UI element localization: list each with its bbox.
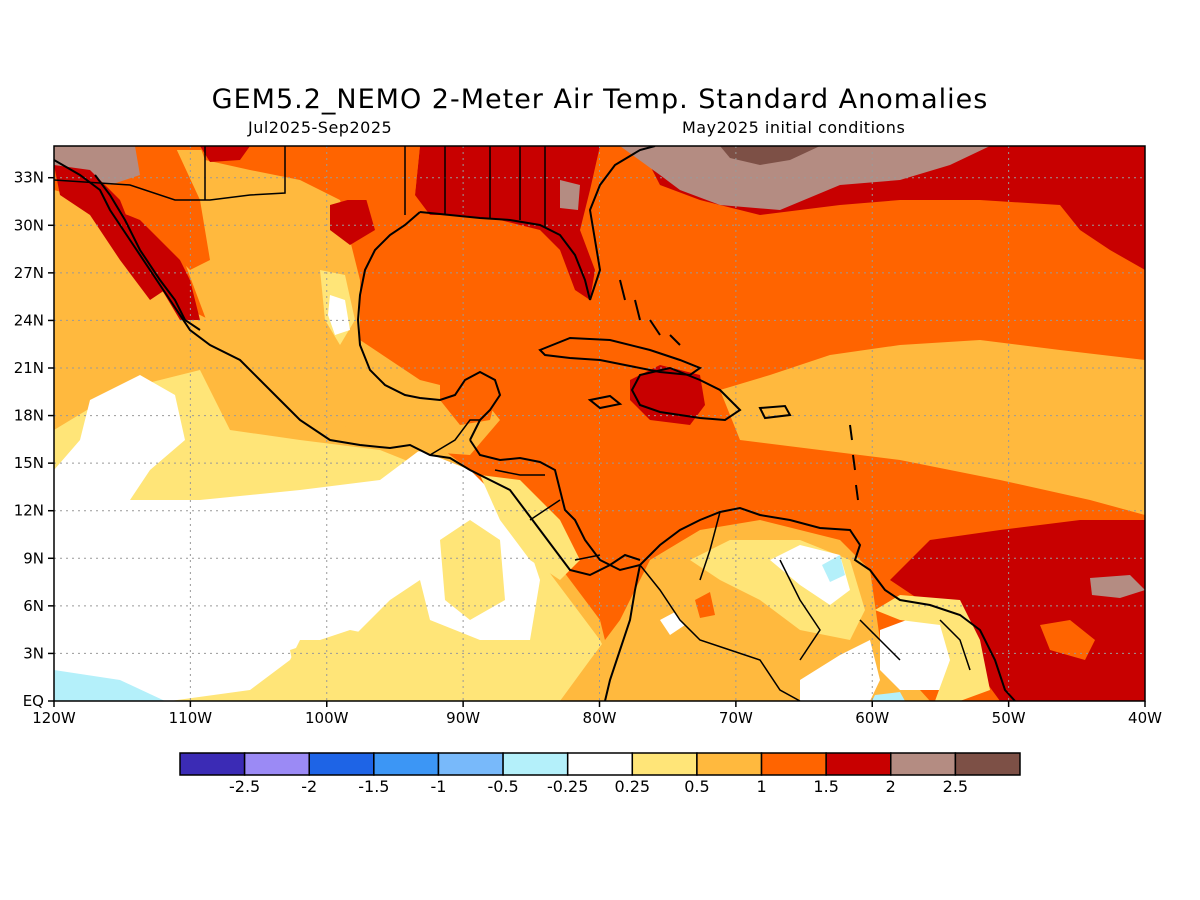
colorbar-label: -1 — [430, 777, 446, 796]
longitude-axis: 120W 110W 100W 90W 80W 70W 60W 50W 40W — [32, 701, 1162, 727]
lon-tick-label: 110W — [169, 709, 213, 727]
colorbar-label: -2.5 — [229, 777, 260, 796]
field-pacific-white — [54, 375, 540, 701]
colorbar-label: -0.25 — [547, 777, 588, 796]
lat-tick-label: 33N — [14, 169, 44, 187]
coast-south-america-pacific — [604, 564, 641, 701]
colorbar-label: 2.5 — [943, 777, 968, 796]
colorbar: -2.5 -2 -1.5 -1 -0.5 -0.25 0.25 0.5 1 1.5 2 2.5 — [179, 752, 1021, 796]
grid-lines — [54, 146, 1145, 701]
map-title: GEM5.2_NEMO 2-Meter Air Temp. Standard A… — [211, 84, 989, 115]
lon-tick-label: 40W — [1128, 709, 1162, 727]
lon-tick-label: 70W — [719, 709, 753, 727]
colorbar-label: 1 — [756, 777, 766, 796]
colorbar-swatch-12 — [954, 752, 1021, 776]
lat-tick-label: 12N — [14, 502, 44, 520]
field-southeast-us-red — [415, 146, 600, 300]
field-west-baja-red — [54, 165, 165, 300]
lon-tick-label: 60W — [855, 709, 889, 727]
border-us-mexico — [54, 146, 286, 201]
field-arizona-orange — [200, 146, 420, 200]
field-atlantic-orange-patch — [1040, 620, 1095, 660]
coast-us-atlantic — [588, 146, 656, 301]
coast-gulf-north — [419, 211, 591, 301]
field-nw-brown — [54, 146, 140, 185]
initial-conditions: May2025 initial conditions — [682, 118, 906, 137]
colorbar-swatch-7 — [631, 752, 698, 776]
field-yucatan-orange — [440, 360, 500, 425]
field-mexico-white — [328, 295, 350, 335]
border-us-states — [204, 146, 546, 228]
lon-tick-label: 100W — [305, 709, 349, 727]
coast-baja — [94, 174, 201, 331]
lon-tick-label: 80W — [583, 709, 617, 727]
colorbar-swatch-4 — [437, 752, 504, 776]
field-southwest-red — [200, 146, 250, 162]
field-texas-red — [330, 195, 375, 245]
colorbar-swatch-9 — [760, 752, 827, 776]
border-south-america — [639, 511, 971, 701]
lat-tick-label: 30N — [14, 216, 44, 234]
field-atlantic-brown-patch — [1090, 575, 1145, 598]
colorbar-label: -2 — [301, 777, 317, 796]
coast-puerto-rico — [758, 404, 792, 420]
colorbar-label: -0.5 — [487, 777, 518, 796]
lat-tick-label: 21N — [14, 359, 44, 377]
colorbar-swatch-0 — [179, 752, 246, 776]
field-pacific-yellow-south — [290, 630, 470, 701]
colorbar-label: 1.5 — [813, 777, 838, 796]
colorbar-swatch-2 — [308, 752, 375, 776]
lat-tick-label: EQ — [23, 692, 44, 710]
field-sa-white-2 — [800, 640, 880, 701]
lon-tick-label: 90W — [446, 709, 480, 727]
field-pacific-cyan — [54, 670, 165, 701]
field-hispaniola-red — [630, 365, 705, 425]
field-guiana-white — [880, 615, 955, 690]
colorbar-label: 0.25 — [614, 777, 650, 796]
field-sa-orange-patch — [695, 592, 715, 618]
latitude-axis: EQ 3N 6N 9N 12N 15N 18N 21N 24N 27N 30N 33N — [14, 169, 54, 710]
field-sa-white-1 — [770, 545, 850, 605]
coast-mexico-pacific — [54, 159, 641, 577]
coast-jamaica — [587, 394, 623, 410]
lat-tick-label: 6N — [23, 597, 44, 615]
field-southeast-us-brown — [560, 180, 580, 210]
lat-tick-label: 24N — [14, 311, 44, 329]
lat-tick-label: 9N — [23, 549, 44, 567]
coastlines — [54, 146, 1016, 701]
forecast-period: Jul2025-Sep2025 — [248, 118, 393, 137]
lat-tick-label: 3N — [23, 644, 44, 662]
field-guiana-yellow — [875, 595, 990, 701]
colorbar-swatch-11 — [890, 752, 957, 776]
coast-lesser-antilles — [849, 424, 859, 501]
lon-tick-label: 50W — [992, 709, 1026, 727]
field-pacific-yellow-tongue — [440, 520, 505, 620]
coast-bahamas — [619, 279, 681, 346]
colorbar-swatch-8 — [696, 752, 763, 776]
lon-tick-label: 120W — [32, 709, 76, 727]
border-central-america — [429, 419, 601, 561]
coast-gulf — [356, 211, 502, 441]
lat-tick-label: 18N — [14, 407, 44, 425]
colorbar-swatch-3 — [373, 752, 440, 776]
coast-south-america-north — [639, 506, 1016, 701]
coast-hispaniola — [630, 366, 742, 422]
lat-tick-label: 15N — [14, 454, 44, 472]
field-sa-cyan — [822, 555, 845, 582]
field-sa-cyan-south — [872, 692, 905, 701]
colorbar-swatch-5 — [502, 752, 569, 776]
borders — [54, 146, 971, 701]
field-north-brown-dark — [720, 146, 820, 165]
colorbar-label: -1.5 — [358, 777, 389, 796]
field-atlantic-light-orange — [720, 340, 1145, 515]
colorbar-label: 2 — [886, 777, 896, 796]
coast-central-america-caribbean — [469, 439, 641, 572]
field-central-america-yellow — [480, 475, 580, 580]
colorbar-label: 0.5 — [684, 777, 709, 796]
lat-tick-label: 27N — [14, 264, 44, 282]
colorbar-swatch-1 — [243, 752, 310, 776]
colorbar-swatch-6 — [566, 752, 634, 776]
colorbar-swatch-10 — [825, 752, 892, 776]
